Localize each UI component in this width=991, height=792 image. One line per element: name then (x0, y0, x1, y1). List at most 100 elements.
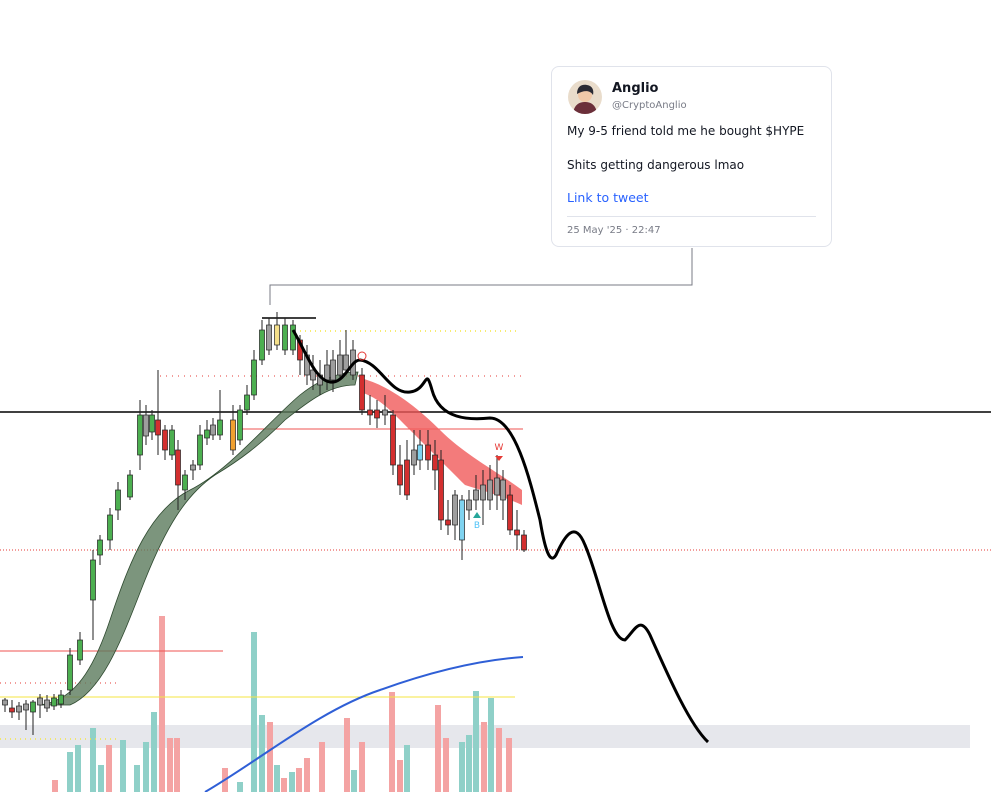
tweet-link[interactable]: Link to tweet (567, 190, 649, 205)
volume-bar (473, 691, 479, 792)
candle-body (459, 499, 465, 541)
candle-body (390, 414, 396, 466)
volume-bar (90, 728, 96, 792)
buy-arrow (473, 512, 481, 518)
candle-body (290, 324, 296, 351)
volume-bar (435, 705, 441, 792)
candle-body (37, 697, 43, 706)
volume-bar (143, 742, 149, 792)
candle-body (67, 654, 73, 691)
volume-bar (281, 778, 287, 792)
candle-body (58, 694, 64, 705)
candle-body (16, 705, 22, 713)
candle-body (343, 354, 349, 371)
candle-body (359, 374, 365, 411)
volume-bar (389, 692, 395, 792)
volume-bar (237, 782, 243, 792)
candle-body (97, 539, 103, 556)
candle-body (51, 697, 57, 707)
candle-body (149, 414, 155, 433)
candle-body (210, 424, 216, 436)
volume-bar (167, 738, 173, 792)
candle-body (182, 474, 188, 491)
candle-body (115, 489, 121, 511)
candle-body (282, 324, 288, 351)
candle-body (162, 429, 168, 451)
author-handle: @CryptoAnglio (612, 100, 687, 111)
trend-ribbon (360, 378, 522, 505)
candle-body (274, 324, 280, 346)
candle-body (107, 514, 113, 541)
candle-body (44, 699, 50, 709)
candle-body (521, 534, 527, 551)
volume-bar (443, 738, 449, 792)
candle-body (382, 409, 388, 416)
volume-bar (488, 698, 494, 792)
candle-body (90, 559, 96, 601)
volume-bar (397, 760, 403, 792)
connector (269, 248, 693, 305)
candle-body (197, 434, 203, 466)
candle-body (500, 479, 506, 501)
volume-bar (120, 740, 126, 792)
candle-body (367, 409, 373, 416)
candle-body (266, 324, 272, 351)
candle-body (23, 703, 29, 711)
volume-bar (151, 712, 157, 792)
candle-body (310, 369, 316, 381)
candle-body (155, 419, 161, 436)
candle-body (507, 494, 513, 531)
volume-bar (296, 768, 302, 792)
separator (567, 216, 816, 217)
candle-body (244, 394, 250, 411)
candle-body (169, 429, 175, 456)
volume-bar (75, 745, 81, 792)
moving-average (204, 656, 524, 792)
volume-bar (304, 758, 310, 792)
volume-bar (496, 728, 502, 792)
sell-label: W (495, 443, 504, 453)
volume-bar (359, 742, 365, 792)
volume-bar (251, 632, 257, 792)
candle-body (251, 359, 257, 396)
candle-body (480, 484, 486, 501)
candle-body (230, 419, 236, 451)
candle-body (432, 454, 438, 471)
tweet-text: Shits getting dangerous lmao (567, 158, 745, 172)
candle-body (337, 354, 343, 376)
volume-bar (259, 715, 265, 792)
candle-body (137, 414, 143, 456)
candle-body (466, 499, 472, 511)
volume-bar (289, 772, 295, 792)
candle-body (237, 409, 243, 441)
volume-bar (481, 722, 487, 792)
volume-bar (351, 770, 357, 792)
volume-bar (67, 752, 73, 792)
tweet-card: Anglio @CryptoAnglio My 9-5 friend told … (551, 66, 832, 247)
candle-body (487, 479, 493, 501)
avatar-art (573, 84, 597, 114)
volume-bar (134, 765, 140, 792)
candle-body (438, 459, 444, 521)
candle-body (411, 449, 417, 466)
candle-body (452, 494, 458, 526)
candle-body (374, 409, 380, 419)
volume-bar (98, 765, 104, 792)
volume-bar (459, 742, 465, 792)
candle-body (473, 489, 479, 501)
signal-marker (357, 351, 367, 361)
candle-body (417, 444, 423, 461)
volume-bar (344, 718, 350, 792)
volume-bar (52, 780, 58, 792)
candle-body (77, 639, 83, 661)
candle-body (2, 699, 8, 706)
candle-body (425, 444, 431, 461)
projection (291, 329, 710, 744)
candle-body (397, 464, 403, 486)
volume-bar (506, 738, 512, 792)
candle-body (259, 329, 265, 361)
avatar (568, 80, 602, 114)
candles (2, 312, 527, 735)
